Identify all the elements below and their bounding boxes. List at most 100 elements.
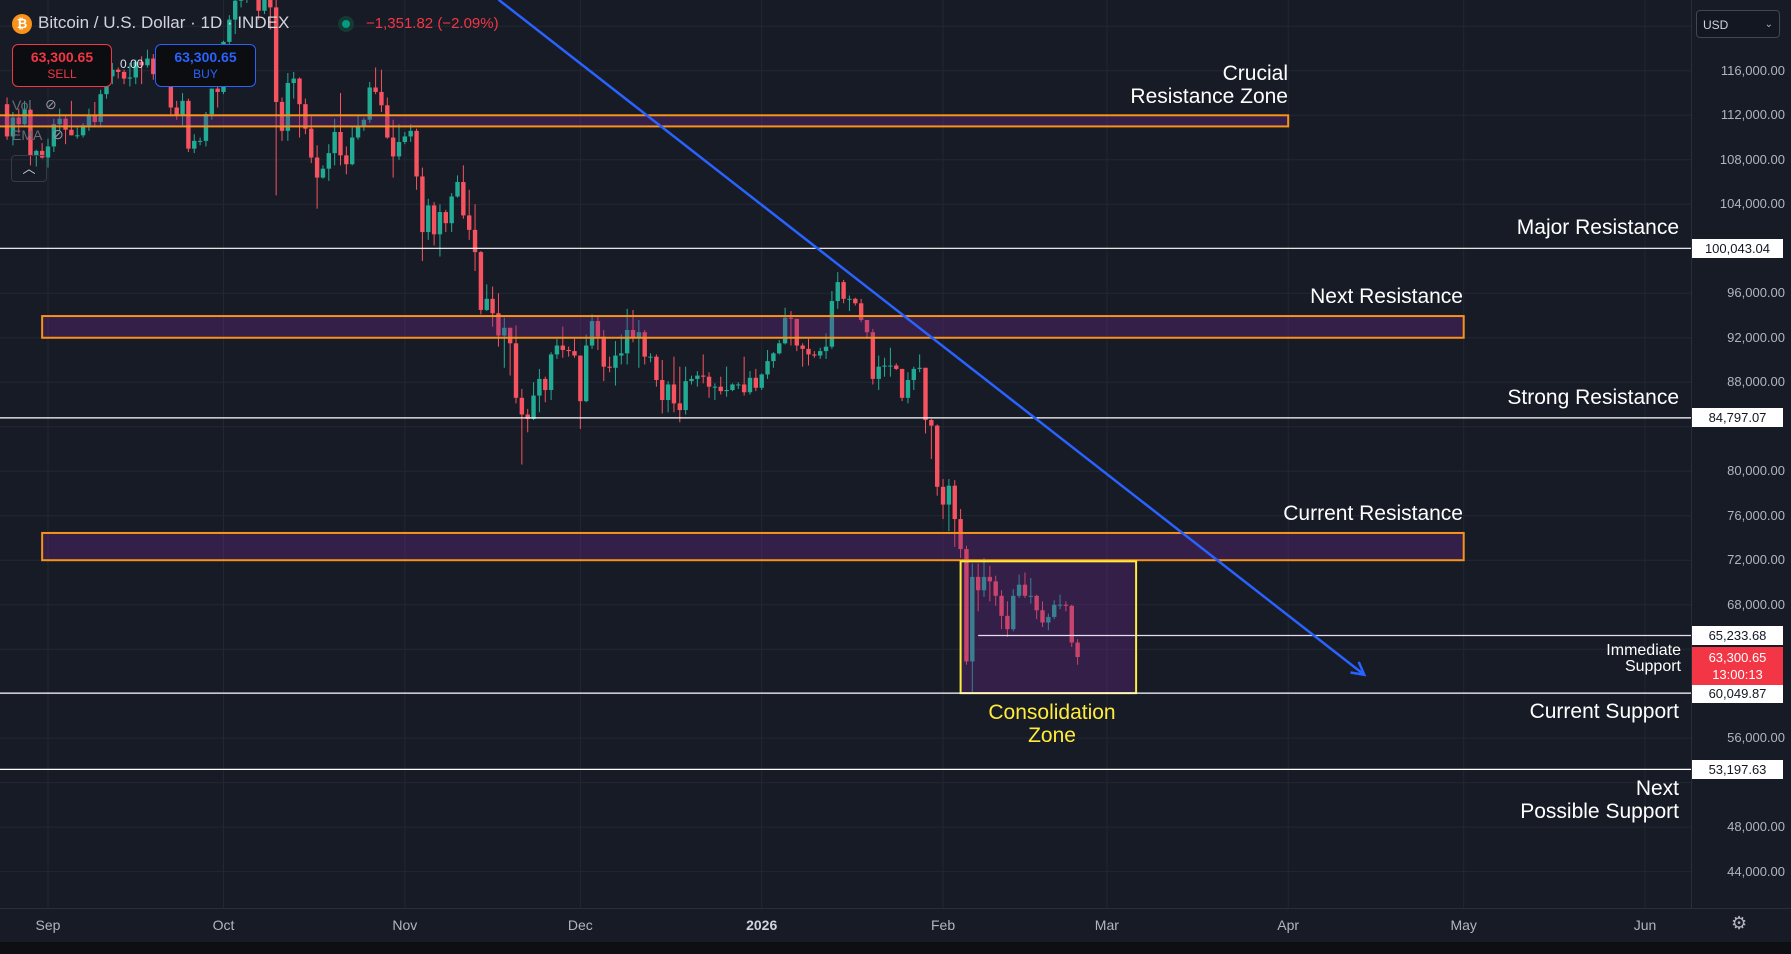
collapse-indicators-button[interactable]: ︿	[11, 155, 47, 182]
candle	[525, 408, 530, 433]
candle-body	[841, 282, 846, 299]
candle	[16, 108, 21, 134]
candle-body	[1063, 604, 1069, 606]
candle-body	[326, 153, 331, 169]
candle-body	[788, 317, 794, 319]
candle	[373, 67, 378, 95]
market-open-dot-icon	[338, 16, 354, 32]
indicator-ema-label[interactable]: EMA	[12, 127, 43, 143]
candle	[379, 69, 384, 112]
candle	[741, 356, 747, 396]
candle	[853, 297, 858, 306]
eye-off-icon[interactable]: ⊘	[45, 96, 57, 112]
time-tick-label: Mar	[1094, 917, 1119, 933]
time-tick-label: Sep	[35, 917, 61, 933]
candle-body	[958, 519, 963, 550]
sell-price: 63,300.65	[30, 49, 94, 65]
eye-off-icon[interactable]: ⊘	[52, 126, 64, 142]
candle-body	[186, 100, 191, 149]
candle	[273, 0, 279, 196]
candle	[660, 359, 665, 414]
level-label: Next Possible Support	[1520, 777, 1679, 823]
candle	[806, 338, 811, 366]
resistance-zone	[0, 114, 1290, 128]
candle	[923, 367, 928, 434]
candle-body	[86, 115, 92, 126]
candle-body	[624, 329, 630, 354]
candle-body	[215, 88, 220, 92]
candle	[800, 343, 805, 367]
candle	[39, 143, 45, 159]
symbol-title[interactable]: Bitcoin / U.S. Dollar · 1D · INDEX	[38, 13, 290, 32]
price-change: −1,351.82 (−2.09%)	[366, 15, 499, 32]
candle	[572, 338, 577, 358]
candle-body	[355, 126, 361, 138]
candle-body	[654, 356, 659, 381]
candle-body	[490, 298, 495, 314]
sell-button[interactable]: 63,300.65 SELL	[12, 44, 112, 87]
candle	[566, 346, 571, 357]
trendline-arrow-icon	[1350, 661, 1367, 677]
candle	[531, 382, 536, 421]
candle-body	[350, 137, 355, 165]
candle	[835, 272, 840, 309]
candle-body	[812, 354, 817, 356]
candle-body	[507, 327, 513, 344]
candle-body	[57, 118, 62, 125]
candle-body	[1034, 595, 1039, 611]
candle	[940, 479, 946, 520]
candle-body	[671, 384, 677, 404]
price-tick-label: 68,000.00	[1727, 596, 1785, 612]
candle-body	[34, 150, 39, 156]
candle	[882, 357, 887, 377]
candle-body	[443, 212, 448, 224]
price-tick-label: 96,000.00	[1727, 285, 1785, 301]
candle-body	[800, 345, 805, 349]
candle	[794, 318, 799, 352]
candle-body	[139, 61, 144, 66]
candle-body	[449, 196, 454, 224]
candle	[718, 376, 723, 395]
candle-body	[151, 58, 156, 75]
resistance-zone	[41, 531, 1465, 562]
candle-body	[706, 376, 712, 387]
candle-body	[835, 282, 840, 302]
candle-body	[724, 390, 729, 392]
candle-body	[782, 317, 788, 344]
candle-body	[660, 380, 665, 401]
candle-body	[876, 366, 881, 379]
candle-body	[390, 137, 396, 157]
candle	[946, 479, 952, 532]
settings-gear-icon[interactable]: ⚙	[1731, 913, 1748, 933]
candle-body	[51, 124, 57, 147]
candle	[51, 118, 57, 152]
candle-body	[543, 378, 548, 391]
candle-body	[309, 128, 314, 158]
candle-body	[256, 0, 261, 11]
candle-body	[1005, 615, 1010, 630]
candle	[350, 126, 355, 166]
candle-body	[69, 129, 74, 136]
candle-body	[16, 117, 21, 125]
candle-body	[1057, 604, 1063, 606]
currency-select[interactable]: USD ⌄	[1696, 10, 1780, 38]
candle-body	[548, 354, 554, 391]
buy-button[interactable]: 63,300.65 BUY	[155, 44, 256, 87]
candle-body	[730, 384, 735, 391]
candle-body	[373, 87, 378, 92]
candle-body	[613, 355, 618, 368]
indicator-vol-label[interactable]: Vol	[12, 97, 32, 113]
time-axis	[0, 908, 1791, 942]
candle	[309, 116, 314, 164]
level-label: Major Resistance	[1516, 216, 1679, 239]
candle	[993, 575, 998, 606]
candle	[1034, 594, 1039, 620]
zone-label: Next Resistance	[1310, 285, 1463, 308]
candle	[361, 117, 367, 131]
candle-body	[525, 414, 530, 419]
candle	[238, 0, 244, 8]
candle-body	[75, 135, 80, 137]
candle	[34, 149, 39, 167]
